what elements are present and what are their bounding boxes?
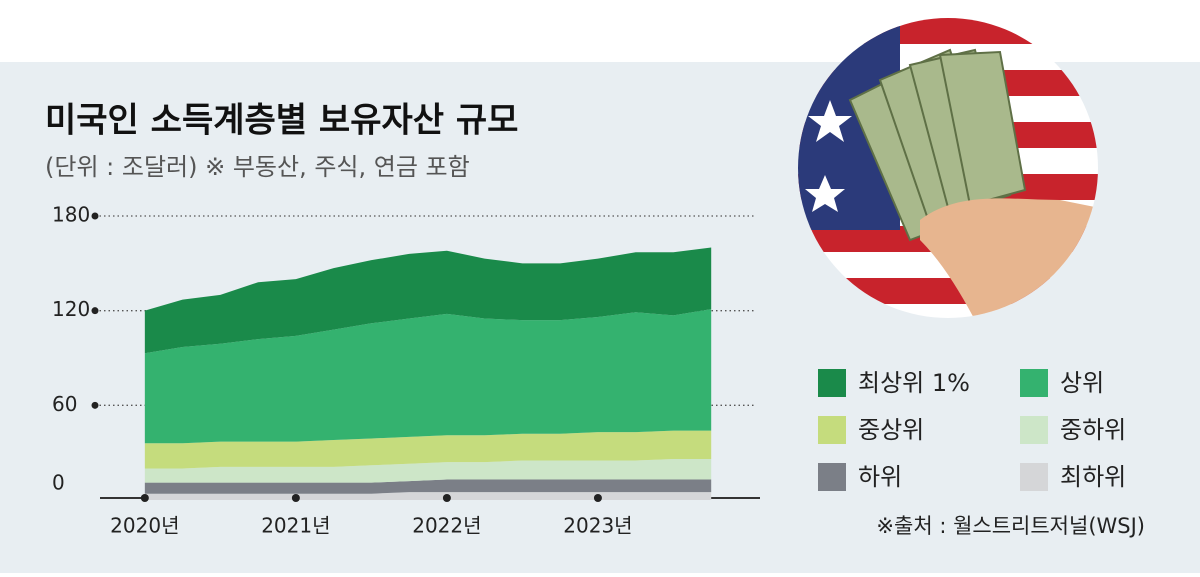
areas [144,247,712,500]
legend-swatch [1020,416,1048,444]
area [144,309,712,444]
x-tick-label: 2022년 [412,514,481,538]
legend-swatch [818,416,846,444]
chart-title: 미국인 소득계층별 보유자산 규모 [45,101,518,141]
area [144,492,712,500]
tick-dot [91,212,99,220]
legend-swatch [1020,463,1048,491]
area [144,247,712,354]
area [144,458,712,483]
legend-label: 하위 [858,463,902,491]
legend-swatch [1020,369,1048,397]
x-tick-label: 2023년 [563,514,632,538]
source: ※출처 : 월스트리트저널(WSJ) [876,514,1145,538]
x-tick-dot [593,494,602,502]
tick-dot [91,307,99,315]
legend-label: 최하위 [1060,463,1126,491]
y-tick-label: 180 [52,203,90,227]
x-tick-dot [442,494,451,502]
tick-dot [91,401,99,409]
x-tick-label: 2021년 [261,514,330,538]
legend-label: 최상위 1% [858,369,970,397]
area [144,430,712,469]
legend-label: 중상위 [858,416,924,444]
chart-subtitle: (단위 : 조달러) ※ 부동산, 주식, 연금 포함 [45,153,470,181]
x-tick-dot [291,494,300,502]
legend-label: 중하위 [1060,416,1126,444]
legend-swatch [818,463,846,491]
x-tick-label: 2020년 [110,514,179,538]
area [144,479,712,494]
x-tick-dot [140,494,149,502]
y-tick-label: 0 [52,471,65,495]
y-tick-label: 60 [52,392,77,416]
legend-swatch [818,369,846,397]
legend-label: 상위 [1060,369,1104,397]
y-tick-label: 120 [52,297,90,321]
